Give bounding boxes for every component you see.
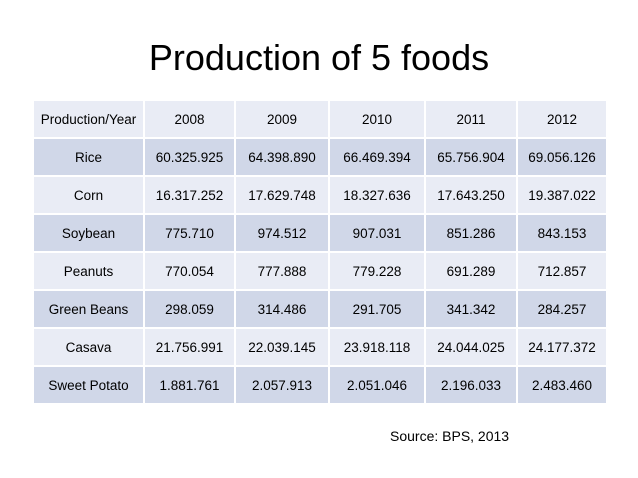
- table-cell: 21.756.991: [144, 328, 236, 367]
- header-cell-label: Production/Year: [34, 99, 145, 139]
- table-cell: 17.629.748: [235, 176, 330, 215]
- table-cell: 843.153: [517, 214, 606, 253]
- table-cell: 2.051.046: [329, 366, 426, 405]
- table-cell: 22.039.145: [235, 328, 330, 367]
- row-label: Green Beans: [34, 290, 145, 329]
- table-cell: 19.387.022: [517, 176, 606, 215]
- table-cell: 770.054: [144, 252, 236, 291]
- table-cell: 777.888: [235, 252, 330, 291]
- table-cell: 18.327.636: [329, 176, 426, 215]
- table-cell: 341.342: [425, 290, 518, 329]
- row-label: Corn: [34, 176, 145, 215]
- table-cell: 851.286: [425, 214, 518, 253]
- table-cell: 2.483.460: [517, 366, 606, 405]
- table-cell: 298.059: [144, 290, 236, 329]
- table-row-sweet-potato: Sweet Potato 1.881.761 2.057.913 2.051.0…: [34, 366, 606, 405]
- table-cell: 60.325.925: [144, 138, 236, 177]
- table-row-soybean: Soybean 775.710 974.512 907.031 851.286 …: [34, 214, 606, 253]
- table-row-peanuts: Peanuts 770.054 777.888 779.228 691.289 …: [34, 252, 606, 291]
- table-cell: 284.257: [517, 290, 606, 329]
- table-cell: 66.469.394: [329, 138, 426, 177]
- table-cell: 314.486: [235, 290, 330, 329]
- table-cell: 775.710: [144, 214, 236, 253]
- table-cell: 712.857: [517, 252, 606, 291]
- table-cell: 17.643.250: [425, 176, 518, 215]
- slide-title: Production of 5 foods: [148, 37, 490, 78]
- table-row-green-beans: Green Beans 298.059 314.486 291.705 341.…: [34, 290, 606, 329]
- source-note: Source: BPS, 2013: [390, 428, 510, 444]
- row-label: Soybean: [34, 214, 145, 253]
- table-cell: 16.317.252: [144, 176, 236, 215]
- header-cell-2011: 2011: [425, 99, 518, 139]
- row-label: Casava: [34, 328, 145, 367]
- table-cell: 291.705: [329, 290, 426, 329]
- header-cell-2012: 2012: [517, 99, 606, 139]
- table-cell: 65.756.904: [425, 138, 518, 177]
- table-cell: 2.057.913: [235, 366, 330, 405]
- header-cell-2010: 2010: [329, 99, 426, 139]
- table-row-rice: Rice 60.325.925 64.398.890 66.469.394 65…: [34, 138, 606, 177]
- table-cell: 24.177.372: [517, 328, 606, 367]
- table-cell: 907.031: [329, 214, 426, 253]
- table-row-corn: Corn 16.317.252 17.629.748 18.327.636 17…: [34, 176, 606, 215]
- header-cell-2009: 2009: [235, 99, 330, 139]
- header-cell-2008: 2008: [144, 99, 236, 139]
- table-cell: 69.056.126: [517, 138, 606, 177]
- row-label: Sweet Potato: [34, 366, 145, 405]
- table-row-casava: Casava 21.756.991 22.039.145 23.918.118 …: [34, 328, 606, 367]
- table-cell: 64.398.890: [235, 138, 330, 177]
- table-header-row: Production/Year 2008 2009 2010 2011 2012: [34, 99, 606, 139]
- row-label: Peanuts: [34, 252, 145, 291]
- table-cell: 974.512: [235, 214, 330, 253]
- table-cell: 2.196.033: [425, 366, 518, 405]
- row-label: Rice: [34, 138, 145, 177]
- table-cell: 23.918.118: [329, 328, 426, 367]
- table-cell: 1.881.761: [144, 366, 236, 405]
- table-cell: 691.289: [425, 252, 518, 291]
- production-table: Production/Year 2008 2009 2010 2011 2012…: [34, 99, 606, 405]
- table-cell: 779.228: [329, 252, 426, 291]
- table-cell: 24.044.025: [425, 328, 518, 367]
